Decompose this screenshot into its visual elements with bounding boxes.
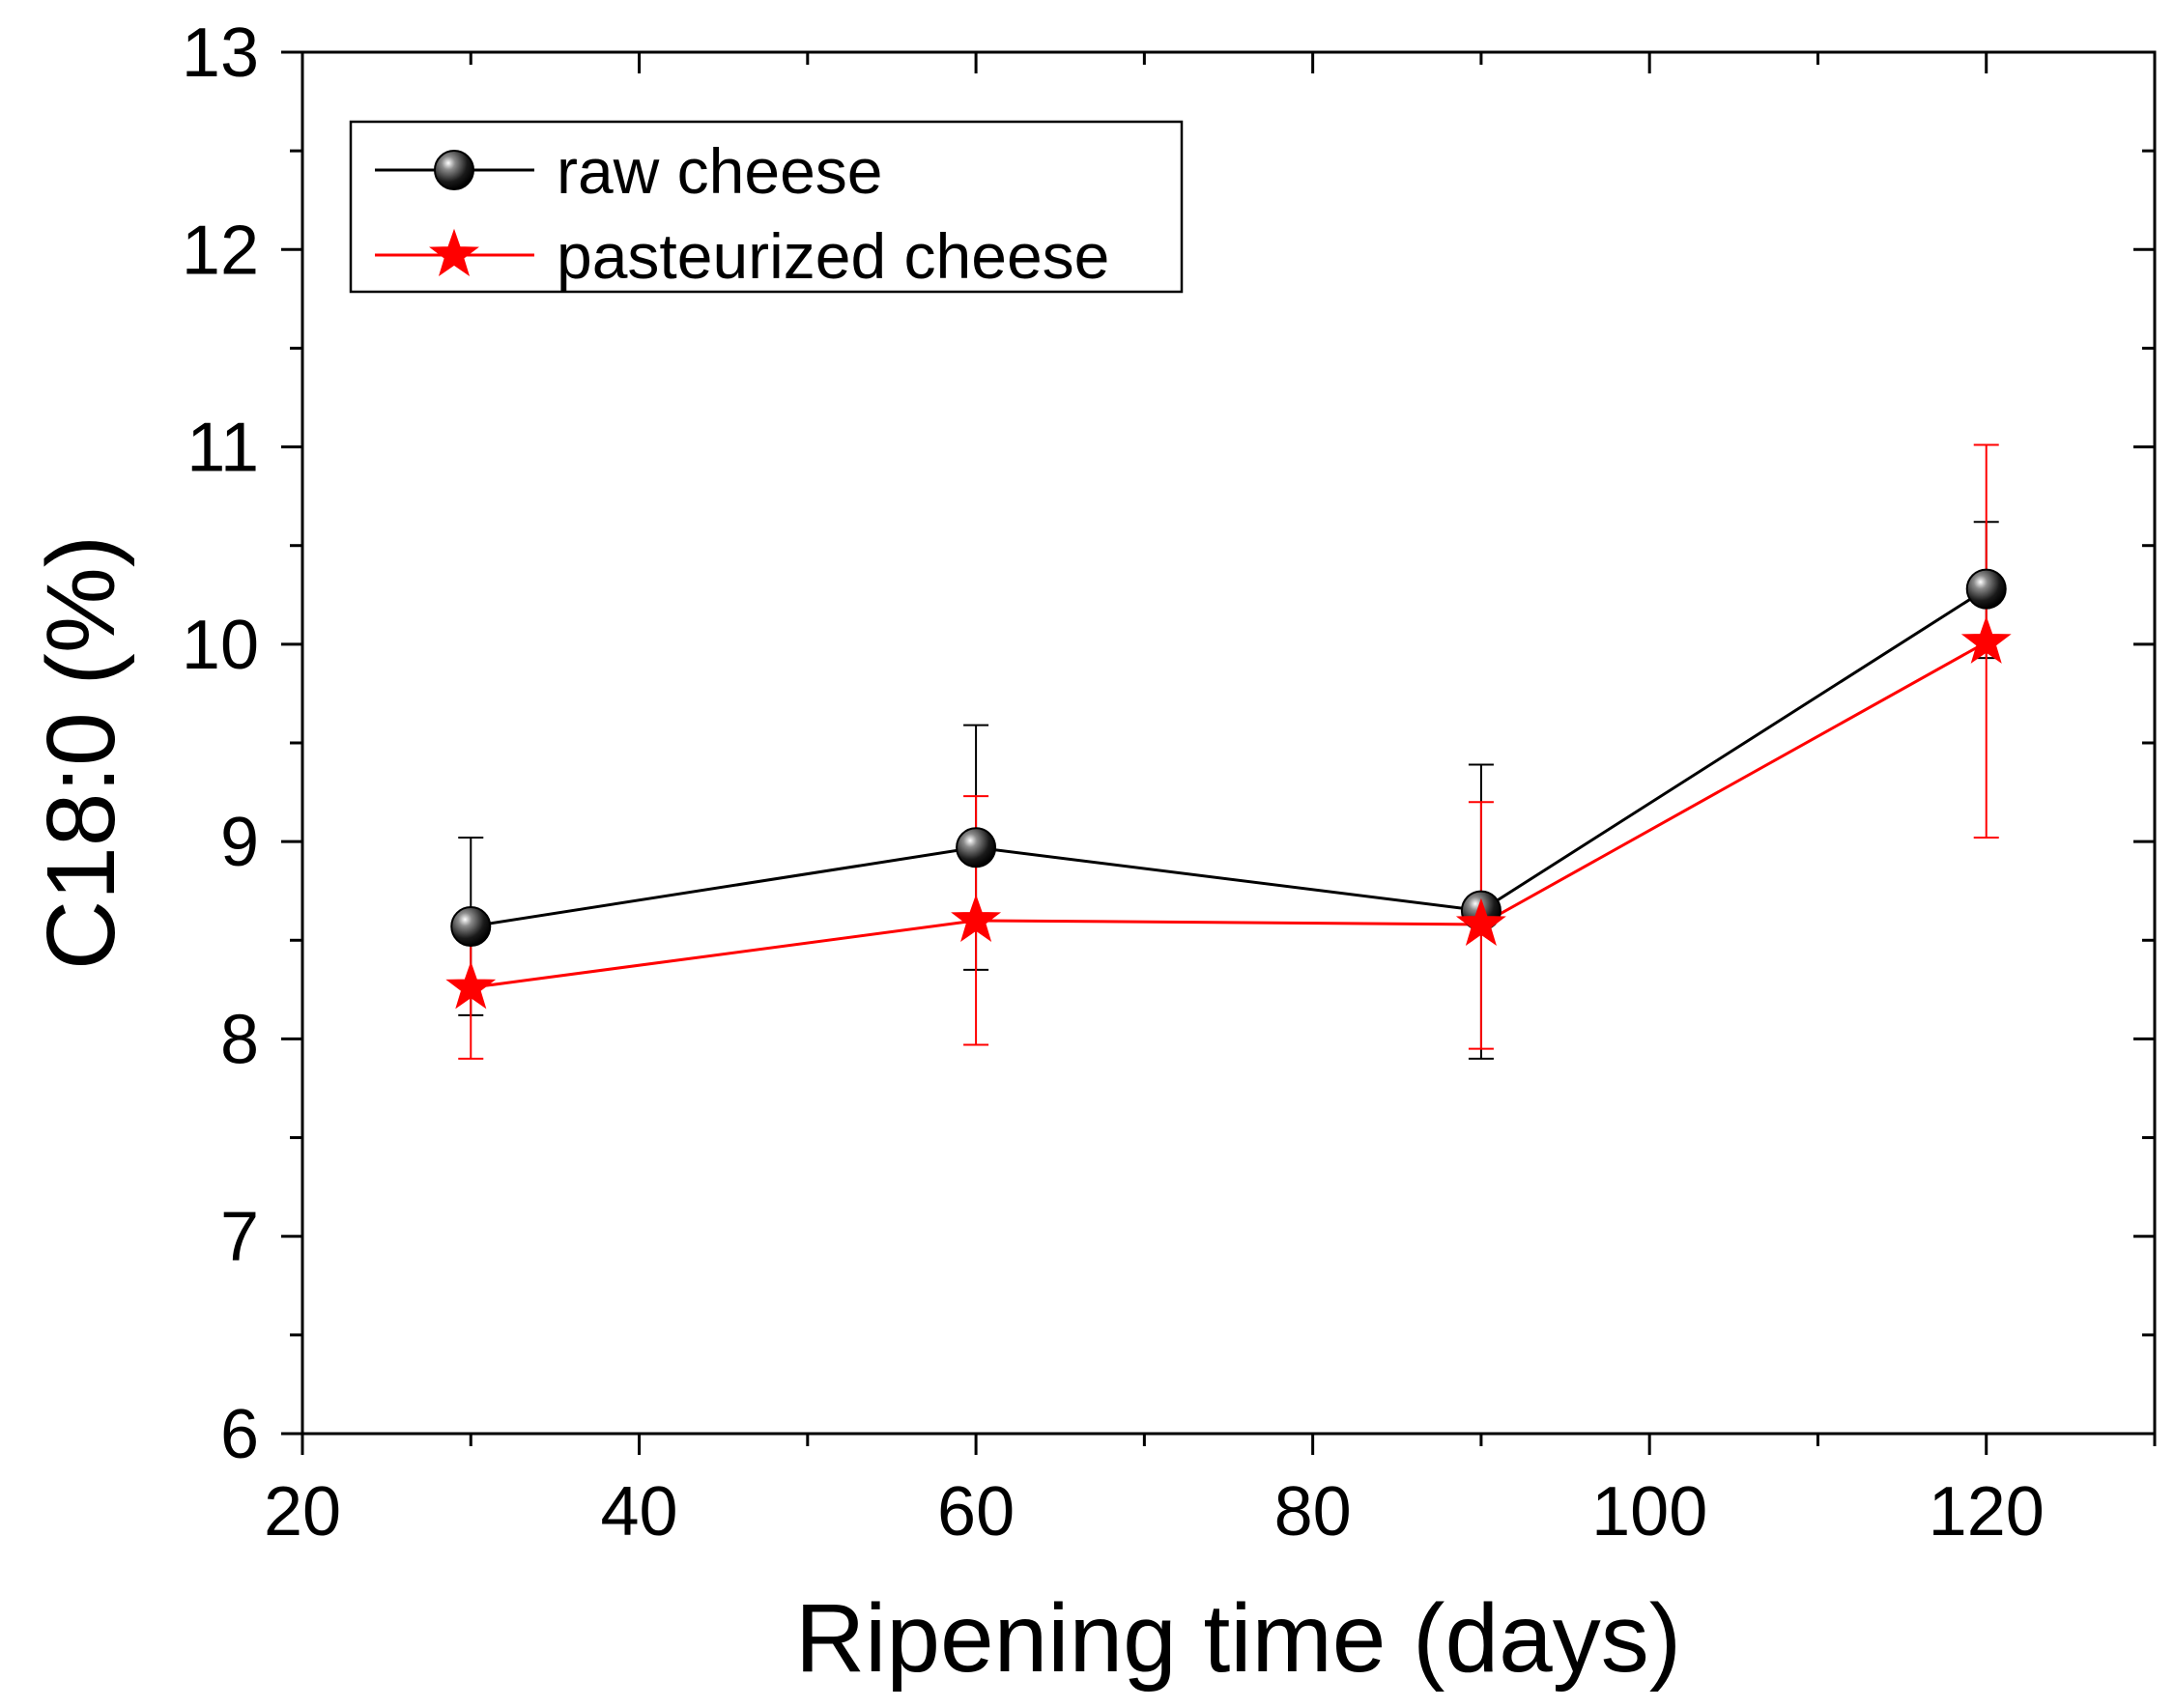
data-point-0 (956, 827, 997, 868)
x-tick-label: 20 (264, 1473, 341, 1551)
data-point-1 (1455, 897, 1506, 947)
y-tick-label: 8 (220, 1001, 259, 1078)
y-tick-label: 11 (186, 410, 259, 487)
y-tick-label: 13 (182, 14, 259, 92)
x-tick-label: 80 (1274, 1473, 1352, 1551)
x-tick-label: 100 (1591, 1473, 1707, 1551)
series-line-0 (471, 587, 1988, 928)
y-tick-label: 6 (220, 1396, 259, 1473)
y-tick-label: 9 (220, 804, 259, 881)
x-tick-label: 60 (937, 1473, 1015, 1551)
legend-box (349, 120, 1184, 294)
data-point-1 (445, 961, 497, 1010)
x-tick-label: 120 (1929, 1473, 2045, 1551)
data-point-1 (1960, 615, 2012, 664)
y-tick-label: 12 (182, 212, 259, 289)
y-tick-label: 10 (182, 607, 259, 684)
x-tick-label: 40 (600, 1473, 677, 1551)
error-bars (458, 443, 1999, 1060)
y-tick-label: 7 (220, 1199, 259, 1276)
data-point-0 (450, 905, 492, 947)
series-line-1 (471, 640, 1988, 989)
data-point-1 (951, 894, 1002, 942)
legend-marker-0 (434, 150, 474, 190)
x-axis-title: Ripening time (days) (795, 1584, 1681, 1693)
legend-label-0: raw cheese (557, 135, 883, 207)
series-lines (471, 587, 1988, 989)
y-axis-title: C18:0 (%) (27, 535, 135, 970)
legend-label-1: pasteurized cheese (557, 220, 1109, 292)
legend-marker-1 (429, 228, 479, 277)
axes: 20 40 60 80 100 120 6 7 8 9 10 11 12 13 Ripening time … (27, 14, 2157, 1693)
legend: raw cheese pasteurized cheese (349, 120, 1184, 294)
data-point-0 (1965, 568, 2007, 610)
data-markers (445, 568, 2012, 1010)
